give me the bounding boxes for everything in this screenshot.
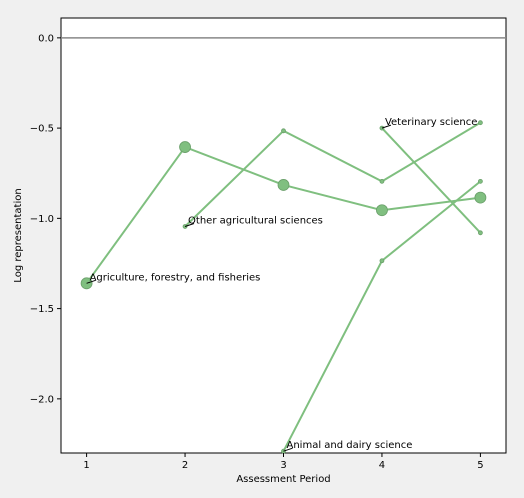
annotation-pointer-animal-and-dairy-science — [283, 447, 293, 452]
y-axis-title: Log representation — [13, 188, 24, 282]
series-line-veterinary-science — [381, 127, 482, 234]
annotation-label-other-agricultural-sciences: Other agricultural sciences — [188, 215, 323, 226]
data-point — [281, 128, 286, 134]
x-tick-label: 2 — [182, 460, 188, 471]
data-point — [277, 179, 290, 191]
data-point — [379, 178, 385, 184]
data-point — [478, 178, 483, 184]
annotation-label-veterinary-science: Veterinary science — [385, 117, 477, 128]
annotation-pointer-veterinary-science — [381, 124, 392, 129]
x-tick-label: 4 — [379, 460, 385, 471]
data-point — [179, 141, 191, 153]
data-point — [478, 230, 483, 236]
data-point — [376, 204, 388, 217]
x-tick-label: 1 — [83, 460, 89, 471]
series-veterinary-science — [379, 125, 483, 236]
plot-area — [60, 17, 507, 454]
data-point — [379, 125, 385, 131]
series-animal-and-dairy-science — [281, 178, 483, 454]
y-tick-label: −1.0 — [30, 214, 54, 225]
series-agriculture-forestry-and-fisheries — [80, 141, 487, 290]
annotation-label-agriculture-forestry-and-fisheries: Agriculture, forestry, and fisheries — [90, 272, 261, 283]
y-tick-label: −2.0 — [30, 394, 54, 405]
data-point — [474, 191, 487, 204]
annotation-label-animal-and-dairy-science: Animal and dairy science — [287, 440, 413, 451]
y-tick-label: −0.5 — [30, 124, 54, 135]
y-tick-label: −1.5 — [30, 304, 54, 315]
series-line-other-agricultural-sciences — [184, 121, 481, 228]
annotation-pointer-agriculture-forestry-and-fisheries — [86, 279, 96, 284]
data-point — [379, 258, 385, 264]
x-tick-label: 5 — [477, 460, 483, 471]
x-axis-title: Assessment Period — [236, 474, 330, 485]
annotation-pointer-other-agricultural-sciences — [184, 223, 195, 227]
x-tick-label: 3 — [280, 460, 286, 471]
data-point — [478, 120, 483, 126]
y-tick-label: 0.0 — [38, 33, 54, 44]
